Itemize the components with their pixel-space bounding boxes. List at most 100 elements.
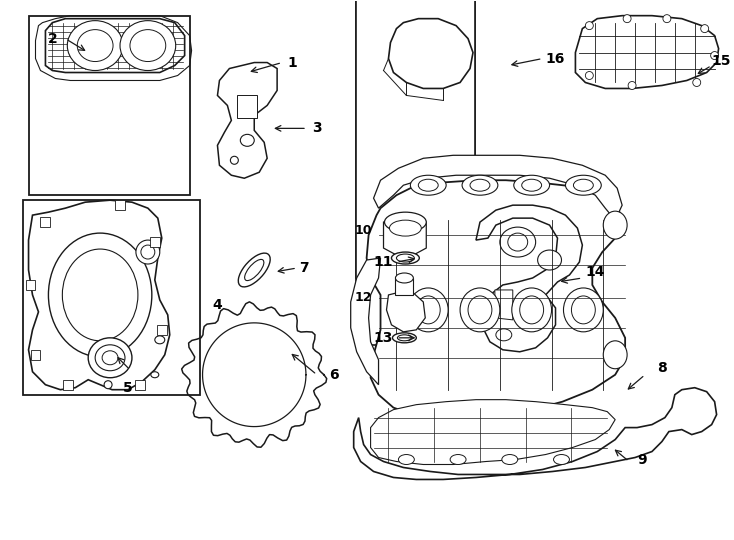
Ellipse shape [399, 455, 414, 464]
Ellipse shape [553, 455, 570, 464]
Polygon shape [29, 200, 170, 390]
Bar [63, 380, 73, 390]
Ellipse shape [88, 338, 132, 377]
Bar [356, 0, 475, 345]
Ellipse shape [701, 25, 708, 32]
Polygon shape [371, 400, 615, 464]
Ellipse shape [408, 288, 448, 332]
Ellipse shape [711, 51, 719, 59]
Ellipse shape [239, 253, 270, 287]
Ellipse shape [460, 288, 500, 332]
Text: 3: 3 [312, 122, 321, 136]
Ellipse shape [120, 21, 175, 71]
Text: 10: 10 [355, 224, 372, 237]
Polygon shape [387, 292, 425, 332]
Ellipse shape [396, 273, 413, 283]
Polygon shape [351, 258, 380, 384]
Ellipse shape [470, 179, 490, 191]
Ellipse shape [48, 233, 152, 357]
Text: 5: 5 [123, 381, 133, 395]
Ellipse shape [508, 233, 528, 251]
Ellipse shape [520, 296, 544, 324]
Bar [23, 200, 200, 395]
Ellipse shape [502, 455, 517, 464]
Ellipse shape [693, 78, 701, 86]
Polygon shape [217, 63, 277, 178]
Ellipse shape [410, 176, 446, 195]
Text: 16: 16 [546, 51, 565, 65]
Bar [157, 325, 167, 335]
Polygon shape [388, 19, 473, 89]
Bar [31, 350, 40, 360]
Ellipse shape [496, 329, 512, 341]
Text: 2: 2 [48, 32, 57, 45]
Ellipse shape [230, 156, 239, 164]
Ellipse shape [628, 82, 636, 90]
Text: 1: 1 [287, 56, 297, 70]
Polygon shape [383, 215, 426, 255]
Text: 9: 9 [637, 453, 647, 467]
Bar [150, 237, 160, 247]
Polygon shape [366, 180, 625, 417]
Ellipse shape [62, 249, 138, 341]
Ellipse shape [572, 296, 595, 324]
Ellipse shape [663, 15, 671, 23]
Ellipse shape [514, 176, 550, 195]
Polygon shape [354, 388, 716, 480]
Ellipse shape [77, 30, 113, 62]
Ellipse shape [462, 176, 498, 195]
Ellipse shape [244, 259, 264, 281]
Ellipse shape [512, 288, 551, 332]
Text: 13: 13 [374, 331, 393, 345]
Bar [26, 280, 35, 290]
Ellipse shape [468, 296, 492, 324]
Polygon shape [495, 290, 513, 320]
Ellipse shape [522, 179, 542, 191]
Polygon shape [46, 19, 185, 72]
Polygon shape [476, 205, 582, 352]
Text: 6: 6 [329, 368, 338, 382]
Ellipse shape [603, 211, 627, 239]
Ellipse shape [393, 333, 416, 343]
Ellipse shape [68, 21, 123, 71]
Ellipse shape [390, 220, 421, 236]
Ellipse shape [240, 134, 254, 146]
Ellipse shape [537, 250, 562, 270]
Ellipse shape [585, 71, 593, 79]
Text: 4: 4 [213, 298, 222, 312]
Bar [40, 217, 51, 227]
Ellipse shape [141, 245, 155, 259]
Text: 8: 8 [657, 361, 666, 375]
Polygon shape [374, 156, 622, 220]
Ellipse shape [136, 240, 160, 264]
Ellipse shape [155, 336, 164, 344]
Ellipse shape [573, 179, 593, 191]
Ellipse shape [391, 252, 419, 264]
Polygon shape [396, 278, 413, 295]
Ellipse shape [603, 341, 627, 369]
Ellipse shape [623, 15, 631, 23]
Text: 7: 7 [299, 261, 309, 275]
Ellipse shape [102, 351, 118, 364]
Text: 15: 15 [712, 53, 731, 68]
Ellipse shape [585, 22, 593, 30]
Ellipse shape [500, 227, 536, 257]
Text: 11: 11 [374, 255, 393, 269]
Bar [356, 0, 475, 278]
Ellipse shape [104, 381, 112, 389]
Ellipse shape [565, 176, 601, 195]
Ellipse shape [397, 335, 411, 341]
Polygon shape [575, 16, 719, 89]
Ellipse shape [130, 30, 166, 62]
Ellipse shape [416, 296, 440, 324]
Ellipse shape [450, 455, 466, 464]
Text: 12: 12 [355, 292, 372, 305]
Ellipse shape [151, 372, 159, 377]
Ellipse shape [564, 288, 603, 332]
Ellipse shape [396, 254, 414, 262]
Polygon shape [237, 96, 257, 118]
Bar [135, 380, 145, 390]
Ellipse shape [385, 212, 426, 232]
Ellipse shape [418, 179, 438, 191]
Ellipse shape [95, 345, 125, 371]
